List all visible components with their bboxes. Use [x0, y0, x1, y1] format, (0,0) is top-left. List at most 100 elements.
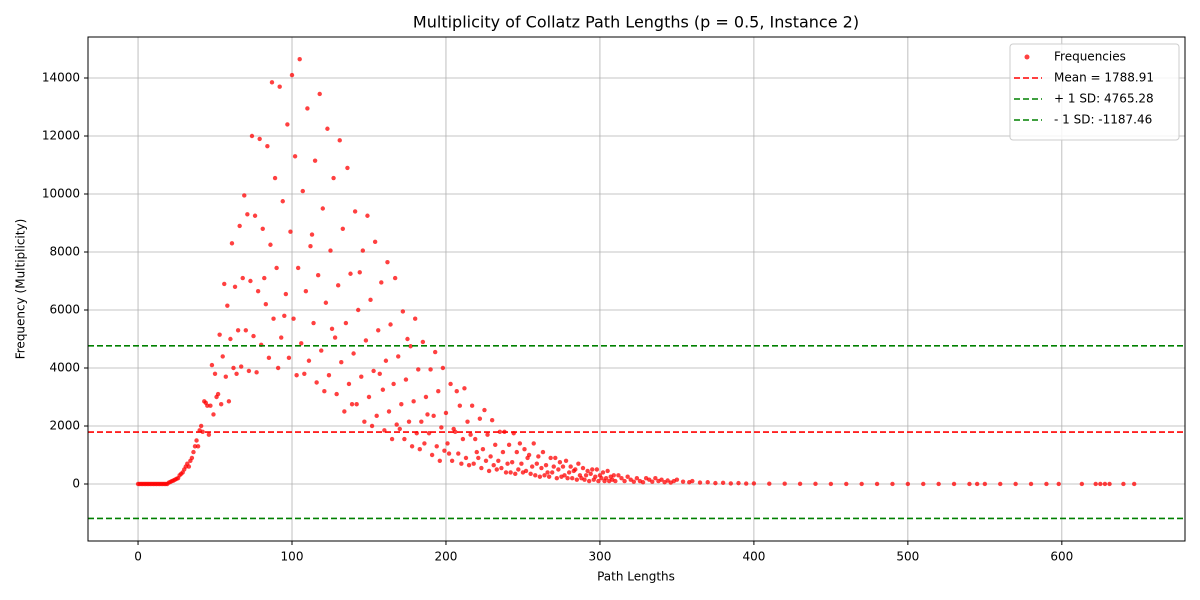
point [551, 464, 556, 469]
point [499, 465, 504, 471]
point [365, 213, 370, 218]
point [439, 425, 444, 430]
point [186, 464, 192, 469]
point [198, 423, 204, 429]
point [634, 475, 640, 481]
point [494, 467, 499, 472]
point [503, 470, 509, 475]
point [1098, 481, 1103, 487]
point [229, 241, 235, 246]
x-tick-label: 300 [588, 550, 611, 564]
point [300, 188, 305, 194]
point [245, 212, 250, 217]
point [436, 388, 441, 394]
point [312, 158, 318, 163]
point [905, 481, 911, 487]
point [514, 449, 519, 455]
point [237, 223, 242, 229]
point [445, 441, 450, 446]
point [828, 481, 834, 487]
point [619, 475, 624, 481]
point [456, 451, 461, 456]
point [420, 339, 426, 345]
point [319, 348, 324, 353]
point [400, 309, 406, 314]
point [736, 480, 741, 486]
point [751, 481, 757, 486]
point [192, 444, 198, 449]
point [519, 461, 524, 466]
point [594, 467, 600, 472]
point [967, 481, 972, 487]
y-axis-label: Frequency (Multiplicity) [14, 219, 28, 360]
point [529, 464, 535, 469]
point [1079, 481, 1085, 487]
point [536, 454, 541, 459]
point [590, 467, 595, 472]
point [611, 473, 616, 478]
point [297, 56, 302, 62]
point [226, 399, 232, 404]
point [399, 402, 404, 407]
y-tick-label: 8000 [49, 244, 80, 258]
point [295, 265, 301, 271]
point [311, 320, 316, 326]
point [537, 474, 543, 479]
point [522, 446, 527, 452]
point [388, 322, 393, 327]
legend-marker [1024, 54, 1030, 60]
point [485, 432, 490, 437]
point [460, 436, 466, 442]
point [283, 291, 289, 297]
point [797, 481, 803, 487]
point [466, 462, 472, 468]
point [191, 449, 196, 455]
point [189, 455, 195, 461]
point [368, 297, 373, 303]
point [314, 380, 319, 385]
point [349, 402, 355, 407]
point [596, 478, 601, 484]
point [291, 316, 296, 321]
point [1056, 481, 1061, 487]
legend-label: - 1 SD: -1187.46 [1054, 113, 1152, 127]
point [257, 136, 262, 142]
point [517, 441, 523, 446]
point [531, 441, 536, 446]
point [396, 354, 401, 359]
point [650, 479, 655, 484]
point [243, 328, 249, 333]
point [505, 461, 510, 466]
y-tick-label: 6000 [49, 302, 80, 316]
point [434, 444, 439, 449]
point [303, 288, 309, 294]
point [271, 316, 276, 321]
point [354, 402, 359, 407]
point [728, 481, 734, 486]
point [921, 481, 926, 487]
point [493, 442, 498, 448]
point [459, 461, 464, 466]
point [211, 412, 216, 417]
point [345, 165, 350, 171]
point [680, 479, 686, 484]
point [744, 481, 749, 486]
point [225, 303, 230, 308]
point [477, 416, 483, 421]
point [550, 470, 555, 475]
y-tick-label: 0 [72, 476, 80, 490]
point [351, 351, 356, 356]
point [279, 335, 284, 340]
point [380, 387, 386, 392]
point [859, 481, 864, 487]
point [1044, 481, 1049, 487]
point [454, 388, 459, 394]
point [366, 394, 372, 400]
point [223, 374, 228, 379]
point [528, 471, 533, 477]
point [565, 475, 570, 481]
point [411, 399, 416, 404]
point [491, 462, 496, 468]
point [260, 226, 265, 231]
point [1093, 481, 1098, 487]
